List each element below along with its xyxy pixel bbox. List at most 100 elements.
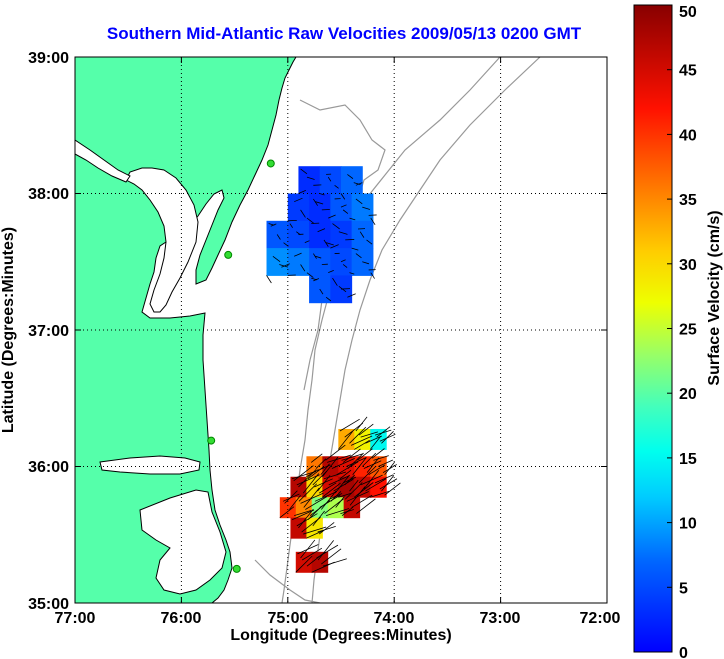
- velocity-arrow: [317, 540, 334, 561]
- velocity-arrow: [281, 263, 290, 268]
- velocity-arrow: [365, 478, 387, 492]
- velocity-arrow: [317, 228, 326, 233]
- velocity-arrow: [347, 452, 364, 469]
- velocity-arrow: [306, 272, 314, 278]
- chesapeake-bay: [125, 167, 199, 313]
- velocity-cell: [279, 497, 297, 519]
- velocity-arrow: [296, 513, 318, 527]
- velocity-arrow: [313, 278, 320, 282]
- velocity-arrow: [347, 293, 356, 298]
- velocity-arrow: [365, 435, 383, 444]
- velocity-arrow: [360, 431, 378, 438]
- velocity-arrow: [381, 431, 394, 444]
- velocity-arrow: [354, 482, 374, 498]
- velocity-arrow: [339, 418, 360, 432]
- velocity-arrow: [384, 461, 395, 475]
- velocity-arrow: [374, 474, 394, 484]
- velocity-arrow: [315, 458, 327, 469]
- velocity-arrow: [310, 453, 323, 463]
- velocity-arrow: [319, 193, 325, 196]
- colorbar-tick-label: 25: [679, 322, 697, 339]
- y-tick-label: 39:00: [28, 50, 69, 67]
- velocity-arrow: [302, 473, 320, 494]
- y-tick-label: 35:00: [28, 596, 69, 613]
- velocity-arrow: [306, 176, 315, 180]
- velocity-arrow: [328, 214, 336, 219]
- y-tick-label: 36:00: [28, 459, 69, 476]
- velocity-arrow: [304, 240, 310, 244]
- velocity-arrow: [368, 464, 386, 476]
- velocity-arrow: [370, 217, 376, 226]
- velocity-arrow: [373, 455, 389, 461]
- velocity-arrow: [300, 209, 306, 218]
- x-tick-label: 73:00: [480, 610, 521, 627]
- x-tick-label: 72:00: [580, 610, 621, 627]
- velocity-arrow: [321, 490, 337, 510]
- velocity-cell: [295, 551, 313, 573]
- colorbar-tick-label: 40: [679, 127, 697, 144]
- velocity-arrow: [340, 204, 347, 208]
- velocity-arrow: [284, 490, 298, 504]
- velocity-arrow: [291, 471, 317, 480]
- velocity-arrow: [342, 209, 349, 214]
- velocity-arrow: [346, 491, 369, 502]
- radar-site-marker: [232, 564, 241, 573]
- velocity-arrow: [325, 296, 332, 302]
- velocity-arrow: [325, 508, 350, 517]
- colorbar-ticks: 0 5 10 15 20 25 30 35 40 45 50: [667, 4, 697, 659]
- velocity-arrow: [272, 255, 281, 263]
- velocity-arrow: [332, 277, 338, 286]
- velocity-arrow: [371, 448, 385, 459]
- velocity-arrow: [318, 522, 335, 535]
- velocity-cell: [309, 220, 331, 249]
- velocity-arrow: [330, 244, 339, 249]
- chart-title: Southern Mid-Atlantic Raw Velocities 200…: [107, 24, 582, 43]
- y-axis-label: Latitude (Degrees:Minutes): [0, 227, 17, 433]
- velocity-arrow: [361, 452, 377, 467]
- velocity-cell: [287, 248, 310, 276]
- velocity-arrow: [355, 253, 362, 259]
- colorbar-tick-label: 0: [679, 645, 688, 659]
- velocity-arrow: [294, 197, 303, 203]
- velocity-arrow: [307, 466, 325, 480]
- velocity-arrow: [360, 474, 383, 486]
- y-tick-label: 37:00: [28, 323, 69, 340]
- velocity-cell: [309, 248, 331, 276]
- velocity-arrow: [328, 269, 334, 274]
- velocity-arrow: [356, 498, 376, 514]
- velocity-arrow: [350, 435, 373, 446]
- velocity-arrow: [266, 275, 272, 284]
- velocity-arrow: [349, 486, 366, 506]
- velocity-arrow: [293, 465, 314, 482]
- velocity-arrow: [321, 548, 342, 565]
- grid-lines: [75, 57, 607, 603]
- velocity-arrow: [353, 182, 361, 186]
- velocity-arrow: [301, 547, 323, 561]
- velocity-arrow: [358, 465, 377, 484]
- velocity-cell: [311, 551, 329, 573]
- velocity-cell: [370, 476, 387, 498]
- velocity-arrow: [355, 416, 368, 432]
- velocity-arrow: [338, 231, 348, 235]
- velocity-arrow: [317, 475, 331, 492]
- y-tick-label: 38:00: [28, 186, 69, 203]
- velocity-arrow: [341, 506, 354, 516]
- velocity-arrow: [279, 264, 289, 268]
- velocity-cell: [309, 193, 331, 222]
- velocity-arrow: [344, 474, 355, 486]
- velocity-arrow: [322, 558, 347, 567]
- velocity-arrow: [315, 201, 324, 205]
- velocity-arrow: [298, 190, 306, 194]
- radar-site-marker: [224, 250, 233, 259]
- velocity-arrow: [318, 482, 337, 494]
- velocity-arrow: [330, 491, 342, 502]
- y-tick-labels: 35:00 36:00 37:00 38:00 39:00: [28, 50, 69, 613]
- velocity-arrow: [351, 494, 373, 508]
- velocity-arrow: [289, 495, 301, 510]
- velocity-arrow: [340, 193, 346, 200]
- velocity-arrow: [333, 478, 354, 492]
- velocity-arrow: [370, 272, 375, 279]
- velocity-arrow: [342, 264, 348, 268]
- velocity-arrow: [317, 526, 336, 533]
- colorbar-tick-label: 15: [679, 451, 697, 468]
